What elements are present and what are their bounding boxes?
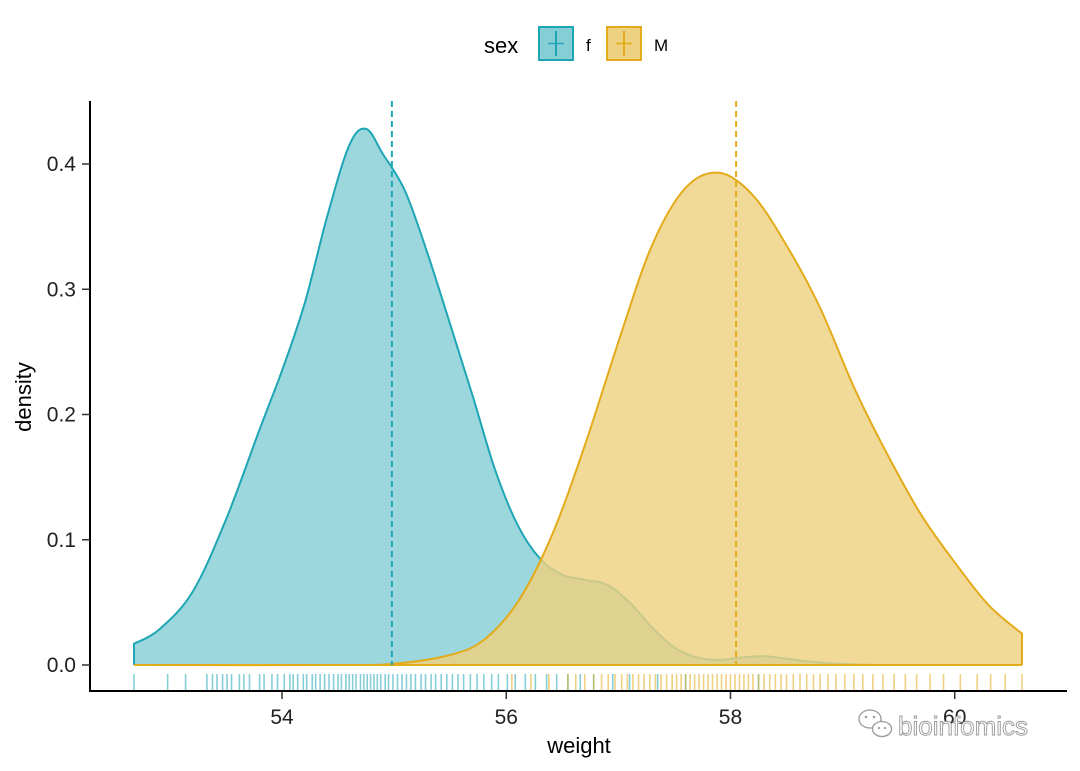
density-area-M xyxy=(134,172,1022,666)
mean-lines xyxy=(390,101,738,665)
x-tick-label: 54 xyxy=(270,706,294,729)
y-tick-label: 0.4 xyxy=(47,153,77,176)
y-tick-label: 0.1 xyxy=(47,529,76,552)
density-curves xyxy=(133,127,1023,667)
x-tick-label: 60 xyxy=(943,706,966,729)
legend-label-M: M xyxy=(654,36,668,55)
legend-key-M: M xyxy=(606,26,668,61)
y-tick-label: 0.2 xyxy=(47,404,76,427)
x-ticks: 54 56 58 60 xyxy=(270,692,966,729)
legend: sex f M xyxy=(484,26,668,61)
x-tick-label: 58 xyxy=(719,706,742,729)
x-tick-label: 56 xyxy=(495,706,518,729)
y-tick-label: 0.3 xyxy=(47,278,76,301)
wechat-icon xyxy=(858,709,893,738)
y-tick-label: 0.0 xyxy=(47,654,76,677)
legend-key-f: f xyxy=(538,26,591,61)
y-ticks: 0.0 0.1 0.2 0.3 0.4 xyxy=(47,153,90,677)
watermark: bioinfomics xyxy=(858,709,1029,741)
x-axis-title: weight xyxy=(546,733,611,758)
axes xyxy=(89,101,1067,692)
rug-marks xyxy=(133,674,1023,690)
watermark-text: bioinfomics xyxy=(898,711,1028,741)
legend-title: sex xyxy=(484,33,518,58)
density-line-M xyxy=(133,171,1023,667)
density-area-f xyxy=(134,128,888,665)
legend-label-f: f xyxy=(586,36,591,55)
y-axis-title: density xyxy=(11,362,36,432)
